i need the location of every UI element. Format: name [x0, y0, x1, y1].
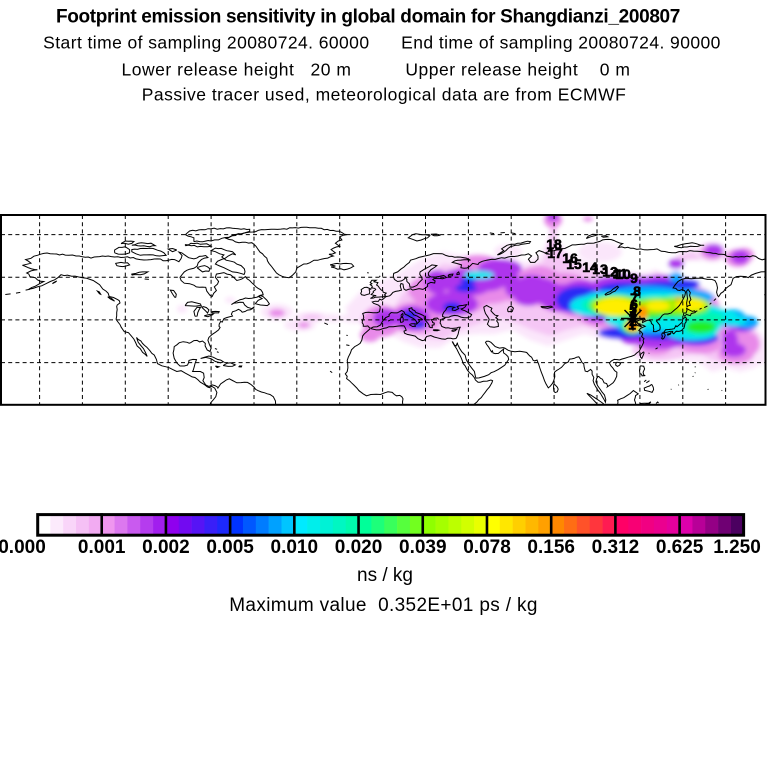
svg-text:Passive tracer used, meteorolo: Passive tracer used, meteorological data…	[142, 85, 627, 105]
svg-text:Footprint emission sensitivity: Footprint emission sensitivity in global…	[56, 7, 680, 28]
svg-text:Start time of sampling 2008072: Start time of sampling 20080724. 60000 E…	[43, 32, 721, 52]
svg-text:0.002: 0.002	[142, 537, 190, 558]
svg-text:ns / kg: ns / kg	[357, 565, 413, 586]
svg-text:17: 17	[547, 245, 563, 261]
svg-text:0.156: 0.156	[527, 537, 575, 558]
svg-text:2: 2	[629, 313, 637, 329]
svg-text:9: 9	[630, 270, 638, 286]
svg-text:4: 4	[629, 306, 637, 322]
svg-text:Lower release height 20 m: Lower release height 20 m Upper release …	[122, 60, 631, 80]
svg-text:16: 16	[562, 250, 578, 266]
svg-text:5: 5	[629, 301, 637, 317]
svg-text:0.001: 0.001	[78, 537, 126, 558]
svg-text:8: 8	[633, 283, 641, 299]
svg-text:0.078: 0.078	[463, 537, 511, 558]
svg-text:1: 1	[628, 317, 636, 333]
svg-text:14: 14	[582, 259, 598, 275]
svg-text:11: 11	[613, 266, 628, 282]
svg-text:12: 12	[602, 264, 618, 280]
svg-text:0.312: 0.312	[592, 537, 640, 558]
svg-text:15: 15	[566, 256, 582, 272]
svg-text:3: 3	[629, 310, 637, 326]
svg-text:1.250: 1.250	[713, 537, 761, 558]
svg-text:0.000: 0.000	[0, 537, 46, 558]
svg-text:0.005: 0.005	[206, 537, 254, 558]
svg-text:6: 6	[630, 296, 638, 312]
svg-text:0.010: 0.010	[271, 537, 319, 558]
svg-text:18: 18	[546, 236, 562, 252]
svg-text:Maximum value 0.352E+01 ps /: Maximum value 0.352E+01 ps / kg	[229, 595, 538, 616]
svg-text:10: 10	[615, 266, 631, 282]
svg-text:7: 7	[630, 290, 638, 306]
svg-text:0.020: 0.020	[335, 537, 383, 558]
svg-text:13: 13	[592, 261, 608, 277]
svg-text:0.625: 0.625	[656, 537, 704, 558]
svg-text:0.039: 0.039	[399, 537, 447, 558]
